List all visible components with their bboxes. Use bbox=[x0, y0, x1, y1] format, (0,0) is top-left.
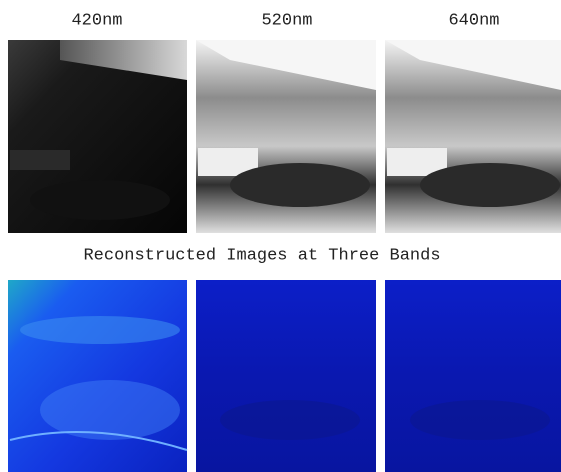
reconstruction-640nm bbox=[385, 280, 561, 472]
band-label: 520nm bbox=[261, 11, 312, 30]
band-label: 640nm bbox=[448, 11, 499, 30]
caption: Reconstructed Images at Three Bands bbox=[83, 246, 440, 265]
figure: 420nm 520nm 640nm Reconstructed Images a… bbox=[0, 0, 561, 472]
reconstruction-420nm bbox=[8, 280, 187, 472]
reconstruction-520nm bbox=[196, 280, 376, 472]
page: {"band_labels": ["420nm", "520nm", "640n… bbox=[0, 0, 561, 472]
image-640nm bbox=[385, 40, 561, 233]
image-420nm bbox=[8, 40, 187, 233]
band-label: 420nm bbox=[71, 11, 122, 30]
image-520nm bbox=[196, 40, 376, 233]
